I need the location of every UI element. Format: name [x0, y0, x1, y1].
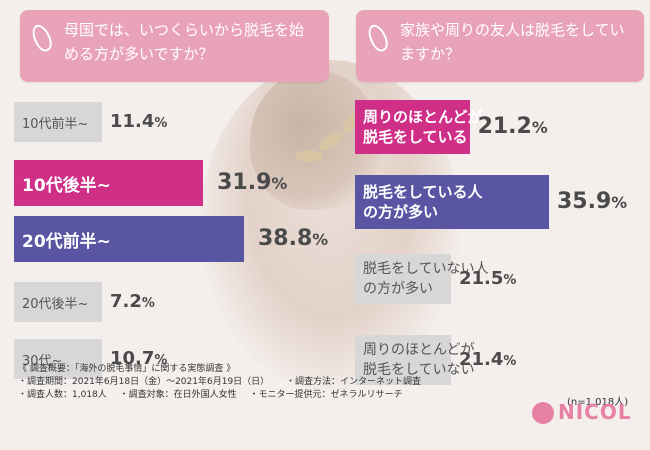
value-label: 7.2%	[110, 293, 155, 311]
bar-category-label: 10代前半~	[22, 116, 89, 132]
survey-line: ・調査期間：2021年6月18日（金）〜2021年6月19日（日） ・調査方法：…	[18, 376, 421, 389]
value-number: 7.2	[110, 291, 142, 312]
bar: 20代前半~	[14, 216, 244, 262]
survey-text: ・調査方法：インターネット調査	[286, 377, 422, 387]
bar-category-label: 30代~	[22, 353, 63, 369]
value-number: 38.8	[258, 226, 313, 251]
bar-category-label: 周りのほとんどが 脱毛をしている	[363, 100, 483, 154]
value-unit: %	[141, 296, 155, 311]
value-unit: %	[154, 353, 168, 368]
survey-notes: 《 調査概要：「海外の脱毛事情」に関する実態調査 》 ・調査期間：2021年6月…	[18, 363, 421, 402]
bar-category-label: 20代後半~	[22, 296, 89, 312]
value-number: 35.9	[557, 189, 612, 214]
value-number: 21.5	[459, 268, 504, 289]
value-label: 38.8%	[258, 228, 328, 250]
survey-line: 《 調査概要：「海外の脱毛事情」に関する実態調査 》	[18, 363, 421, 376]
value-unit: %	[503, 354, 517, 369]
bar: 脱毛をしていない人 の方が多い	[355, 254, 489, 304]
value-unit: %	[531, 118, 548, 137]
value-number: 21.4	[459, 349, 504, 370]
bar-category-line: 周りのほとんどが	[363, 108, 483, 126]
survey-text: ・調査対象：在日外国人女性	[119, 390, 237, 400]
value-label: 31.9%	[217, 172, 287, 194]
survey-line: ・調査人数：1,018人 ・調査対象：在日外国人女性 ・モニター提供元：ゼネラル…	[18, 389, 421, 402]
question-right-text: 家族や周りの友人は脱毛をしていますか？	[400, 21, 625, 63]
value-number: 10.7	[110, 348, 155, 369]
question-right: 家族や周りの友人は脱毛をしていますか？	[356, 10, 644, 82]
value-number: 21.2	[477, 114, 532, 139]
bar: 周りのほとんどが 脱毛をしていない	[355, 335, 475, 385]
question-left: 母国では、いつくらいから脱毛を始める方が多いですか？	[20, 10, 329, 82]
value-unit: %	[611, 193, 628, 212]
value-label: 10.7%	[110, 350, 167, 368]
value-unit: %	[312, 230, 329, 249]
logo-mark	[532, 402, 554, 424]
bar-category-line: 脱毛をしている人	[363, 183, 483, 201]
survey-text: ・モニター提供元：ゼネラルリサーチ	[249, 390, 403, 400]
bar-category-line: の方が多い	[363, 203, 439, 221]
value-label: 21.5%	[459, 270, 516, 288]
bar-category-label: 脱毛をしていない人 の方が多い	[363, 254, 489, 304]
bar-category-label: 周りのほとんどが 脱毛をしていない	[363, 335, 475, 385]
bar-category-label: 脱毛をしている人 の方が多い	[363, 175, 483, 229]
value-label: 11.4%	[110, 113, 167, 131]
bar: 30代~	[14, 339, 102, 379]
bar-category-line: 脱毛をしていない人	[363, 261, 489, 277]
survey-text: 《 調査概要：「海外の脱毛事情」に関する実態調査 》	[18, 364, 236, 374]
feather-icon	[28, 21, 56, 55]
bar-category-label: 10代後半~	[22, 175, 111, 196]
value-label: 21.4%	[459, 351, 516, 369]
bar: 周りのほとんどが 脱毛をしている	[355, 100, 483, 154]
bar: 10代後半~	[14, 160, 204, 206]
bar-category-line: の方が多い	[363, 281, 433, 297]
bar-category-label: 20代前半~	[22, 231, 111, 252]
feather-icon	[364, 21, 392, 55]
bar-category-line: 脱毛をしていない	[363, 362, 475, 378]
survey-text: ・調査期間：2021年6月18日（金）〜2021年6月19日（日）	[18, 377, 270, 387]
value-label: 21.2%	[478, 116, 548, 138]
value-unit: %	[154, 116, 168, 131]
bar: 脱毛をしている人 の方が多い	[355, 175, 549, 229]
survey-text: ・調査人数：1,018人	[18, 390, 107, 400]
value-unit: %	[271, 174, 288, 193]
bar: 20代後半~	[14, 282, 102, 322]
bar-category-line: 周りのほとんどが	[363, 342, 475, 358]
question-left-text: 母国では、いつくらいから脱毛を始める方が多いですか？	[64, 21, 305, 63]
value-number: 11.4	[110, 111, 155, 132]
value-number: 31.9	[217, 170, 272, 195]
value-unit: %	[503, 273, 517, 288]
sample-size: (n=1,018人)	[567, 397, 629, 408]
bar: 10代前半~	[14, 102, 102, 142]
logo-text: NICOL	[558, 400, 632, 424]
bar-category-line: 脱毛をしている	[363, 128, 468, 146]
value-label: 35.9%	[557, 191, 627, 213]
